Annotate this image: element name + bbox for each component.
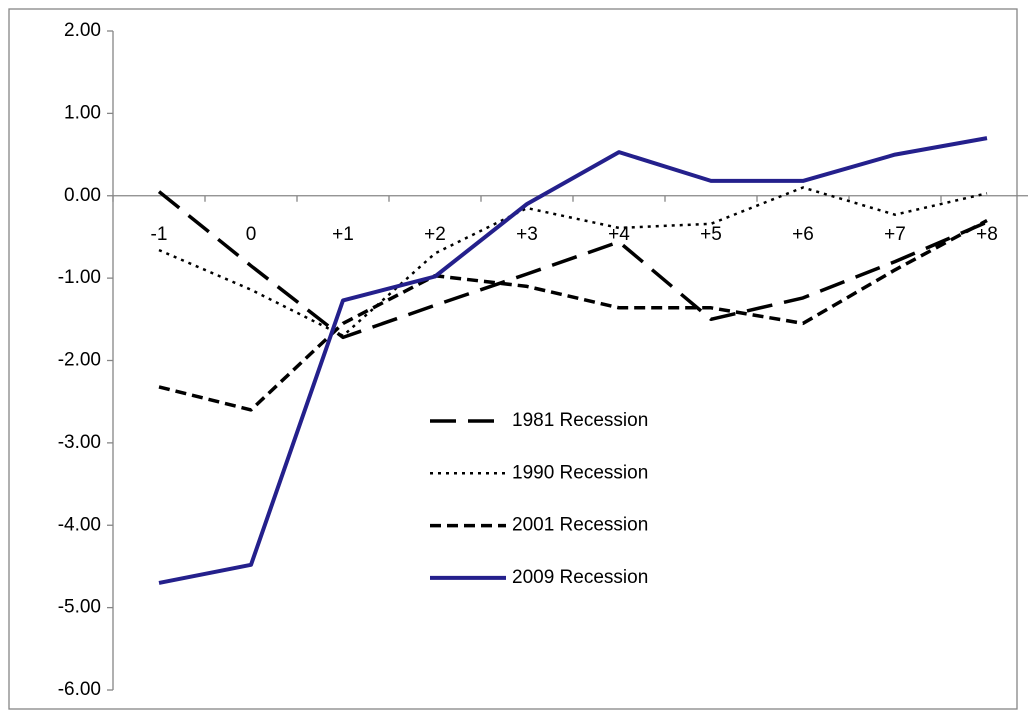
legend-label: 2001 Recession — [512, 515, 648, 536]
x-tick-label: +4 — [608, 224, 630, 245]
chart-frame — [8, 8, 1018, 710]
legend-label: 1990 Recession — [512, 462, 648, 483]
series-line — [158, 186, 988, 338]
x-tick-label: +1 — [332, 224, 354, 245]
y-tick-label: -6.00 — [58, 679, 101, 700]
y-tick-label: -3.00 — [58, 432, 101, 453]
x-tick-label: +7 — [884, 224, 906, 245]
y-tick-label: -4.00 — [58, 514, 101, 535]
x-tick-label: +5 — [700, 224, 722, 245]
x-tick-label: -1 — [151, 224, 168, 245]
series-line — [157, 190, 988, 340]
x-tick-label: +3 — [516, 224, 538, 245]
x-tick-label: +8 — [976, 224, 998, 245]
y-tick-label: -5.00 — [58, 597, 101, 618]
series-line — [158, 218, 988, 412]
y-tick-label: 2.00 — [64, 20, 101, 41]
x-tick-label: +6 — [792, 224, 814, 245]
y-tick-label: 0.00 — [64, 185, 101, 206]
x-tick-label: +2 — [424, 224, 446, 245]
legend-label: 2009 Recession — [512, 567, 648, 588]
y-tick-label: 1.00 — [64, 102, 101, 123]
y-tick-label: -2.00 — [58, 350, 101, 371]
legend-label: 1981 Recession — [512, 410, 648, 431]
x-tick-label: 0 — [246, 224, 257, 245]
y-tick-label: -1.00 — [58, 267, 101, 288]
series-line — [158, 136, 988, 585]
